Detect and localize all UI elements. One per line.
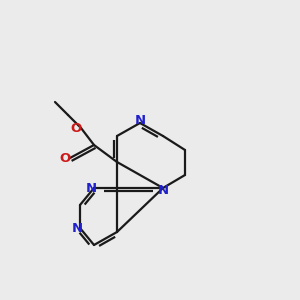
Text: O: O [70,122,82,134]
Text: N: N [134,113,146,127]
Text: N: N [71,221,82,235]
Text: O: O [59,152,70,164]
Text: N: N [85,182,97,194]
Text: N: N [158,184,169,197]
